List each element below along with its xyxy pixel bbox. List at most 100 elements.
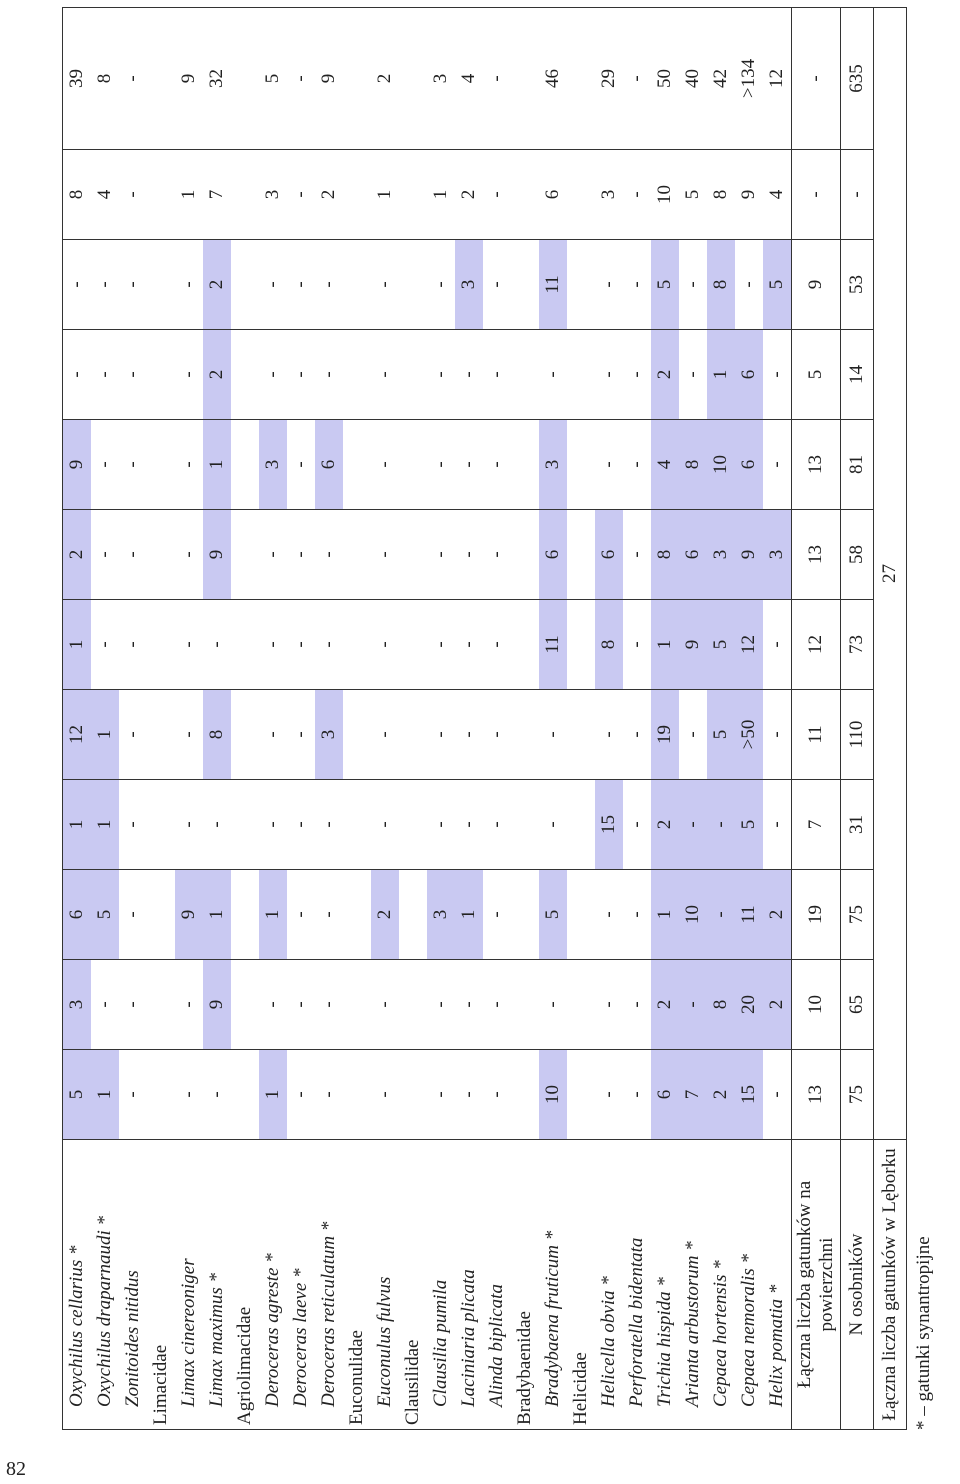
value-cell: - (707, 779, 735, 870)
value-cell: - (539, 779, 567, 870)
table-row: Łączna liczba gatunków w Lęborku 27 (873, 7, 907, 1430)
table-row: N osobników 75 65 75 31 110 73 58 81 14 53-635 (840, 7, 874, 1430)
empty-cell (399, 1049, 427, 1140)
value-cell: 4 (651, 419, 679, 510)
value-cell: - (371, 1049, 399, 1140)
value-cell: - (119, 239, 147, 330)
table-row: Deroceras reticulatum * - - - -3- -6- -2 9 (315, 7, 343, 1430)
table-row: Bradybaenidae (511, 7, 539, 1430)
value-cell: 1 (427, 149, 455, 240)
table-row: Deroceras laeve * - - - - - - - - - - - - (287, 7, 315, 1430)
value-cell: - (623, 7, 651, 150)
empty-cell (231, 959, 259, 1050)
value-cell: 5 (735, 779, 763, 870)
value-cell: 15 (595, 779, 623, 870)
value-cell: 9 (175, 869, 203, 960)
species-name: Bradybaena fruticum * (542, 1230, 563, 1407)
species-name: Arianta arbustorum * (682, 1241, 703, 1407)
value-cell: - (91, 509, 119, 600)
empty-cell (343, 509, 371, 600)
empty-cell (567, 149, 595, 240)
value-cell: - (287, 599, 315, 690)
value-cell: 9 (735, 509, 763, 600)
value-cell: 3 (259, 419, 287, 510)
value-cell: 9 (679, 599, 707, 690)
empty-cell (511, 329, 539, 420)
value-cell: 5 (539, 869, 567, 960)
value-cell: - (595, 1049, 623, 1140)
family-name: Clausilidae (402, 1339, 423, 1425)
value-cell: 4 (91, 149, 119, 240)
value-cell: - (483, 329, 511, 420)
empty-cell (567, 869, 595, 960)
value-cell: 50 (651, 7, 679, 150)
value-cell: 1 (707, 329, 735, 420)
empty-cell (399, 509, 427, 600)
table-row: Bradybaena fruticum * 10-5- -11 6 3-11 6 46 (539, 7, 567, 1430)
value-cell: 58 (840, 509, 874, 600)
value-cell: 42 (707, 7, 735, 150)
value-cell: 10 (539, 1049, 567, 1140)
species-name: Clausilia pumila (430, 1279, 451, 1407)
value-cell: 29 (595, 7, 623, 150)
value-cell: 13 (791, 1049, 841, 1140)
value-cell: 12 (735, 599, 763, 690)
table-row: Clausilidae (399, 7, 427, 1430)
species-name: Oxychilus draparnaudi * (94, 1215, 115, 1407)
rotated-sheet: Oxychilus cellarius * 5 3 6 1 12 1 2 9- -8 39 Oxych… (62, 7, 957, 1430)
value-cell: - (763, 599, 792, 690)
value-cell: - (623, 779, 651, 870)
value-cell: 635 (840, 7, 874, 150)
empty-cell (567, 599, 595, 690)
value-cell: 5 (707, 689, 735, 780)
value-cell: 8 (651, 509, 679, 600)
value-cell: - (679, 239, 707, 330)
empty-cell (399, 779, 427, 870)
value-cell: >134 (735, 7, 763, 150)
value-cell: 8 (679, 419, 707, 510)
value-cell: - (287, 959, 315, 1050)
value-cell: - (287, 869, 315, 960)
value-cell: - (287, 7, 315, 150)
value-cell: 6 (679, 509, 707, 600)
value-cell: 15 (735, 1049, 763, 1140)
value-cell: 9 (175, 7, 203, 150)
value-cell: - (840, 149, 874, 240)
empty-cell (343, 7, 371, 150)
value-cell: - (175, 239, 203, 330)
value-cell: - (763, 1049, 792, 1140)
value-cell: - (259, 689, 287, 780)
value-cell: - (371, 239, 399, 330)
empty-cell (147, 959, 175, 1050)
value-cell: 11 (539, 599, 567, 690)
value-cell: 2 (763, 869, 792, 960)
value-cell: - (679, 689, 707, 780)
value-cell: - (315, 599, 343, 690)
value-cell: - (119, 599, 147, 690)
value-cell: 19 (651, 689, 679, 780)
value-cell: 9 (791, 239, 841, 330)
value-cell: 12 (791, 599, 841, 690)
species-name: Oxychilus cellarius * (66, 1245, 87, 1407)
empty-cell (147, 869, 175, 960)
value-cell: - (427, 599, 455, 690)
value-cell: 9 (735, 149, 763, 240)
value-cell: - (119, 7, 147, 150)
value-cell: 5 (763, 239, 792, 330)
value-cell: - (259, 779, 287, 870)
value-cell: - (175, 509, 203, 600)
value-cell: - (119, 689, 147, 780)
value-cell: 11 (539, 239, 567, 330)
value-cell: 1 (91, 1049, 119, 1140)
table-row: Oxychilus cellarius * 5 3 6 1 12 1 2 9- -8 39 (62, 7, 91, 1430)
value-cell: 1 (91, 689, 119, 780)
value-cell: 2 (651, 959, 679, 1050)
value-cell: - (371, 509, 399, 600)
value-cell: 73 (840, 599, 874, 690)
empty-cell (567, 779, 595, 870)
value-cell: - (595, 329, 623, 420)
value-cell: - (119, 329, 147, 420)
table-row: Limacidae (147, 7, 175, 1430)
empty-cell (399, 149, 427, 240)
value-cell: 1 (259, 1049, 287, 1140)
